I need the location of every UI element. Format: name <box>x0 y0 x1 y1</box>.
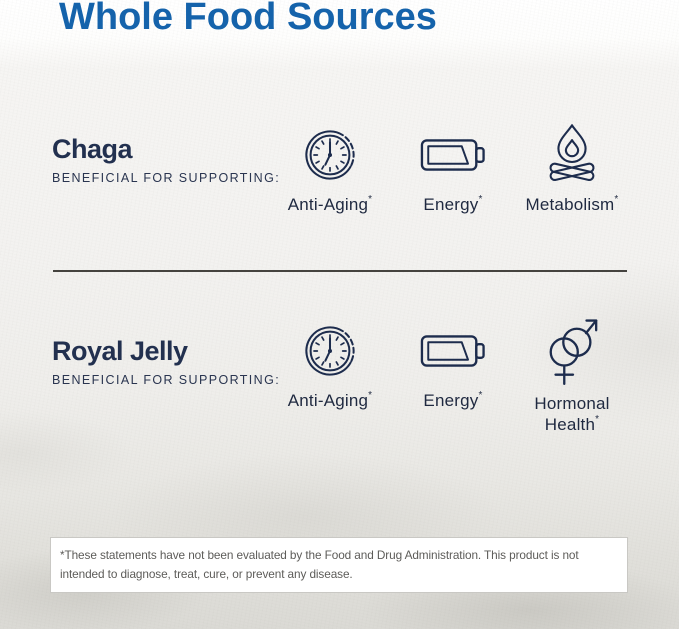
benefit-label-text: Energy <box>423 195 479 214</box>
benefit-label: Energy* <box>423 390 483 412</box>
icon-box <box>420 314 486 388</box>
gender-symbols-icon <box>549 319 598 386</box>
asterisk-note: * <box>595 414 600 426</box>
benefit-label-text: Metabolism <box>525 195 615 214</box>
fda-disclaimer-text: *These statements have not been evaluate… <box>60 548 579 581</box>
section-name-chaga: Chaga <box>52 134 133 164</box>
asterisk-note: * <box>368 194 373 206</box>
battery-icon <box>420 139 485 171</box>
benefit-label: Energy* <box>423 194 483 216</box>
asterisk-note: * <box>368 390 373 402</box>
section-divider <box>53 270 627 272</box>
benefit-label-text: Energy <box>423 391 479 410</box>
benefit-label-text: Hormonal Health <box>534 394 610 434</box>
benefit-label: Hormonal Health* <box>524 394 620 435</box>
asterisk-note: * <box>478 194 483 206</box>
benefit-chaga-energy: Energy* <box>388 118 518 216</box>
benefit-label-text: Anti-Aging <box>287 195 369 214</box>
icon-box <box>303 118 357 192</box>
benefit-royal-jelly-hormonal-health: Hormonal Health* <box>507 311 637 435</box>
clock-icon <box>305 326 355 376</box>
section-name-royal-jelly: Royal Jelly <box>52 336 188 366</box>
asterisk-note: * <box>614 194 619 206</box>
icon-box <box>544 118 600 192</box>
section-subtitle-chaga: BENEFICIAL FOR SUPPORTING: <box>52 171 281 185</box>
benefit-label: Anti-Aging* <box>287 390 373 412</box>
asterisk-note: * <box>478 390 483 402</box>
battery-icon <box>420 335 485 367</box>
benefit-royal-jelly-anti-aging: Anti-Aging* <box>265 314 395 412</box>
benefit-label: Metabolism* <box>525 194 619 216</box>
icon-box <box>303 314 357 388</box>
clock-icon <box>305 130 355 180</box>
benefit-label-text: Anti-Aging <box>287 391 369 410</box>
icon-box <box>420 118 486 192</box>
benefit-label: Anti-Aging* <box>287 194 373 216</box>
benefit-chaga-anti-aging: Anti-Aging* <box>265 118 395 216</box>
benefit-chaga-metabolism: Metabolism* <box>507 118 637 216</box>
page-title: Whole Food Sources <box>59 0 437 38</box>
benefit-royal-jelly-energy: Energy* <box>388 314 518 412</box>
fda-disclaimer-box: *These statements have not been evaluate… <box>50 537 628 594</box>
section-subtitle-royal-jelly: BENEFICIAL FOR SUPPORTING: <box>52 373 281 387</box>
icon-box <box>543 311 601 391</box>
campfire-icon <box>549 124 595 182</box>
